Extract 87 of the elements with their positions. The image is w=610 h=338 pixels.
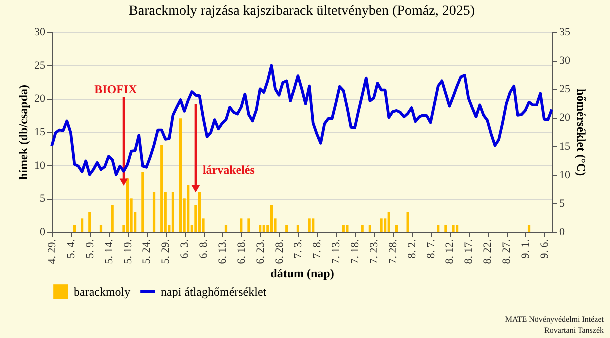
x-tick-label: 8. 27. (501, 239, 514, 264)
x-tick-label: 8. 22. (482, 239, 494, 264)
annotation: lárvakelés (202, 163, 256, 177)
bar (437, 225, 440, 232)
x-tick-label: 6. 13. (216, 239, 229, 264)
bar (342, 225, 345, 232)
bar (296, 225, 300, 232)
bar (224, 225, 228, 232)
bar (160, 145, 164, 232)
bar (456, 225, 459, 232)
y2-tick-label: 0 (560, 226, 566, 238)
bar (240, 218, 243, 232)
y-tick-label: 25 (34, 60, 46, 72)
y-tick-label: 15 (34, 126, 46, 138)
y-tick-label: 30 (34, 26, 46, 38)
x-tick-label: 7. 23. (368, 239, 380, 264)
bar (286, 225, 288, 232)
y-axis-title: hímek (db/csapda) (16, 84, 30, 180)
y-tick-label: 0 (40, 226, 46, 238)
x-tick-label: 6. 3. (179, 239, 192, 259)
bar (88, 212, 92, 232)
legend-label: napi átlaghőmérséklet (161, 285, 268, 299)
x-tick-label: 7. 18. (350, 239, 362, 264)
bar (259, 225, 262, 232)
x-tick-label: 5. 19. (122, 239, 134, 264)
bar (528, 225, 531, 232)
bar (142, 172, 144, 232)
x-tick-label: 5. 29. (160, 239, 172, 264)
bar (406, 212, 410, 232)
bar (111, 205, 114, 232)
legend-label: barackmoly (74, 285, 131, 299)
x-tick-label: 5. 9. (84, 239, 96, 259)
bar (152, 192, 156, 232)
bar (312, 218, 315, 232)
x-tick-label: 9. 1. (520, 239, 532, 259)
x-tick-label: 6. 18. (236, 239, 248, 264)
bar (361, 225, 364, 232)
bar (308, 218, 311, 232)
chart-title: Barackmoly rajzása kajszibarack ültetvényben (Pomáz, 2025) (129, 4, 476, 19)
bar (346, 225, 349, 232)
bar (81, 218, 84, 232)
x-tick-label: 5. 14. (103, 239, 116, 264)
bar (179, 118, 182, 232)
y-tick-label: 5 (40, 193, 46, 206)
bar (270, 205, 273, 232)
y2-tick-label: 25 (560, 84, 571, 96)
x-axis-title: dátum (nap) (270, 266, 334, 280)
text: MATE Növényvédelmi Intézet (505, 315, 605, 324)
bar (73, 225, 76, 232)
x-tick-label: 7. 28. (387, 239, 400, 264)
bar (100, 225, 103, 232)
bar (187, 185, 190, 232)
bar (395, 225, 398, 232)
x-tick-label: 4. 29. (46, 239, 58, 264)
bar (248, 218, 250, 232)
x-tick-label: 8. 12. (444, 239, 456, 264)
bar (368, 225, 372, 232)
y2-tick-label: 10 (560, 169, 571, 182)
y2-tick-label: 20 (560, 112, 571, 124)
bar (388, 212, 390, 232)
y2-tick-label: 15 (560, 140, 571, 153)
x-tick-label: 6. 8. (198, 239, 210, 259)
x-tick-label: 5. 4. (65, 239, 78, 259)
y-tick-label: 20 (34, 93, 46, 106)
x-tick-label: 6. 23. (254, 239, 267, 264)
x-tick-label: 8. 2. (406, 239, 418, 259)
x-tick-label: 8. 7. (425, 239, 438, 259)
x-tick-label: 7. 3. (292, 239, 305, 259)
bar (380, 218, 383, 232)
y2-tick-label: 35 (560, 26, 571, 38)
x-tick-label: 7. 13. (330, 239, 343, 264)
x-tick-label: 5. 24. (141, 239, 154, 264)
annotation: BIOFIX (94, 82, 138, 96)
text: Rovartani Tanszék (544, 326, 604, 335)
y2-tick-label: 5 (560, 198, 566, 210)
bar (444, 225, 448, 232)
bar (452, 225, 455, 232)
bar (262, 225, 266, 232)
x-tick-label: 8. 17. (463, 239, 476, 264)
y2-tick-label: 30 (560, 55, 571, 68)
y-tick-label: 10 (34, 160, 46, 172)
x-tick-label: 7. 8. (312, 239, 324, 259)
bar (172, 192, 175, 232)
x-tick-label: 6. 28. (274, 239, 286, 264)
x-tick-label: 9. 6. (538, 239, 551, 259)
y2-axis-title: hőmérséklet (°C) (574, 88, 588, 176)
line-series (50, 64, 554, 176)
